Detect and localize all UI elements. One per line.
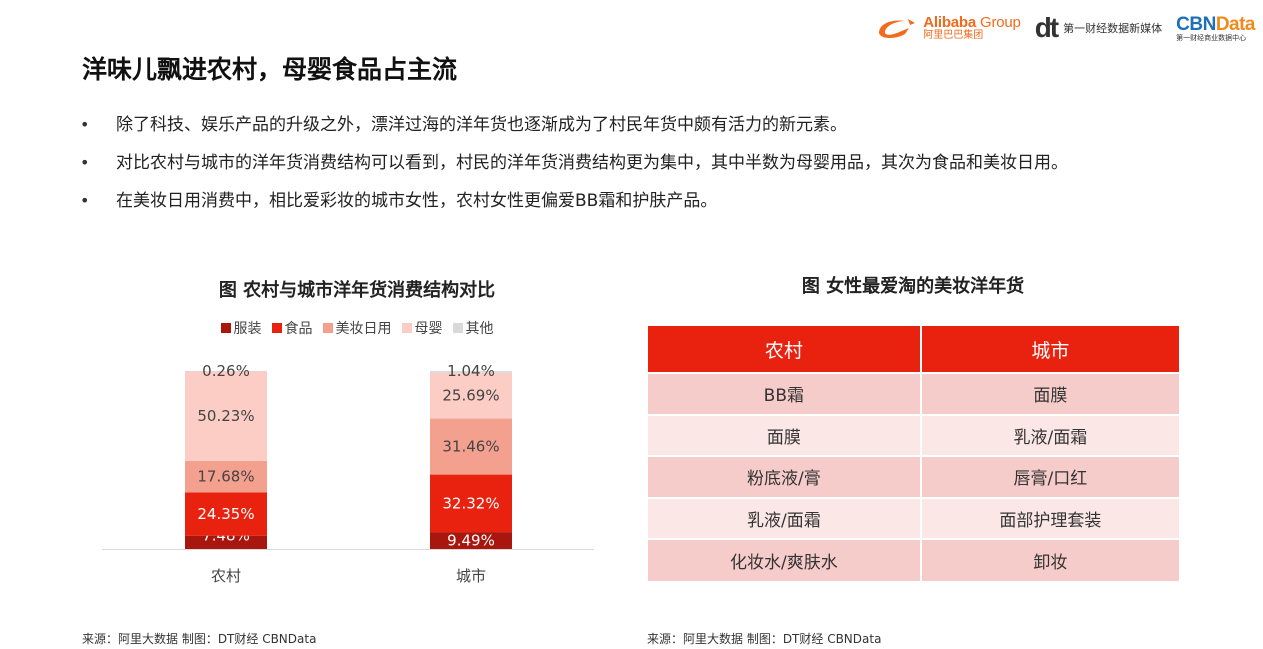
data-label: 0.26% [202,362,250,380]
table-cell: 乳液/面霜 [648,496,922,539]
bar-segment [185,371,267,461]
alibaba-group-word: Group [980,14,1021,31]
table-cell: 卸妆 [920,538,1179,581]
alibaba-cn-name: 阿里巴巴集团 [923,30,984,41]
legend-label: 母婴 [414,321,443,337]
data-label: 31.46% [442,438,499,456]
table-row: BB霜 面膜 [648,372,1179,415]
cbndata-logo: CBNData 第一财经商业数据中心 [1176,15,1255,42]
dt-logo: dt 第一财经数据新媒体 [1035,14,1162,42]
legend-swatch [220,323,231,333]
table-cell: 面部护理套装 [920,496,1179,539]
column-header-urban: 城市 [920,326,1179,373]
cbn-suffix: Data [1215,13,1256,35]
chart-legend: 服装 食品 美妆日用 母婴 其他 [102,318,612,338]
data-label: 25.69% [442,387,499,405]
table-row: 化妆水/爽肤水 卸妆 [648,538,1179,581]
comparison-table: 农村 城市 BB霜 面膜 面膜 乳液/面霜 粉底液/膏 唇膏/口红 乳液/面霜 … [648,326,1179,581]
data-label: 50.23% [197,407,254,425]
table-row: 粉底液/膏 唇膏/口红 [648,455,1179,498]
bar-segment [185,460,267,493]
dt-text: 第一财经数据新媒体 [1063,22,1163,35]
column-header-rural: 农村 [648,326,922,373]
alibaba-smile-icon [879,19,916,38]
data-label: 17.68% [197,468,254,486]
table-cell: 化妆水/爽肤水 [648,538,922,581]
bar-segment [430,474,512,533]
table-cell: 乳液/面霜 [920,413,1179,456]
bar-segment [185,535,267,549]
legend-item-clothing: 服装 [220,318,262,338]
bullet-list: 除了科技、娱乐产品的升级之外，漂洋过海的洋年货也逐渐成为了村民年货中颇有活力的新… [80,108,1190,222]
bar-segment [430,372,512,419]
bar-segment [185,371,267,372]
data-label: 9.49% [447,532,495,550]
bar-segment [430,371,512,373]
legend-label: 美妆日用 [335,321,392,337]
table-cell: BB霜 [648,372,922,415]
page-title: 洋味儿飘进农村，母婴食品占主流 [82,55,458,84]
chart-source: 来源：阿里大数据 制图：DT财经 CBNData [82,632,317,646]
bullet-item: 对比农村与城市的洋年货消费结构可以看到，村民的洋年货消费结构更为集中，其中半数为… [80,146,1190,180]
data-label: 1.04% [447,362,495,380]
legend-swatch [401,323,412,333]
legend-swatch [452,323,463,333]
bullet-item: 除了科技、娱乐产品的升级之外，漂洋过海的洋年货也逐渐成为了村民年货中颇有活力的新… [80,108,1190,142]
header-logos: Alibaba Group 阿里巴巴集团 dt 第一财经数据新媒体 CBNDat… [875,12,1256,44]
legend-label: 食品 [284,321,313,337]
category-label: 农村 [211,567,241,585]
dt-mark: dt [1034,12,1059,43]
category-label: 城市 [456,567,486,585]
chart-title: 图 农村与城市洋年货消费结构对比 [218,280,496,301]
bullet-item: 在美妆日用消费中，相比爱彩妆的城市女性，农村女性更偏爱BB霜和护肤产品。 [80,184,1190,218]
table-source: 来源：阿里大数据 制图：DT财经 CBNData [647,632,882,646]
legend-swatch [271,323,282,333]
table-cell: 面膜 [920,372,1179,415]
alibaba-logo: Alibaba Group 阿里巴巴集团 [875,14,1021,41]
alibaba-wordmark: Alibaba [923,14,977,31]
legend-item-baby: 母婴 [401,318,443,338]
cbn-prefix: CBN [1176,13,1216,35]
table-row: 面膜 乳液/面霜 [648,413,1179,456]
table-cell: 面膜 [648,413,922,456]
table-title: 图 女性最爱淘的美妆洋年货 [801,276,1025,297]
legend-label: 其他 [465,321,494,337]
table-cell: 唇膏/口红 [920,455,1179,498]
bar-segment [185,492,267,536]
legend-item-food: 食品 [271,318,313,338]
table-header-row: 农村 城市 [648,326,1179,373]
legend-item-beauty: 美妆日用 [322,318,392,338]
cbn-cn-name: 第一财经商业数据中心 [1176,33,1247,42]
table-row: 乳液/面霜 面部护理套装 [648,496,1179,539]
legend-swatch [322,323,333,333]
data-label: 32.32% [442,494,499,512]
legend-item-other: 其他 [452,318,494,338]
data-label: 24.35% [197,505,254,523]
stacked-bar-chart: 7.48%24.35%17.68%50.23%0.26%农村9.49%32.32… [102,362,594,585]
table-cell: 粉底液/膏 [648,455,922,498]
legend-label: 服装 [233,321,262,337]
bar-segment [430,418,512,475]
bar-segment [430,532,512,549]
